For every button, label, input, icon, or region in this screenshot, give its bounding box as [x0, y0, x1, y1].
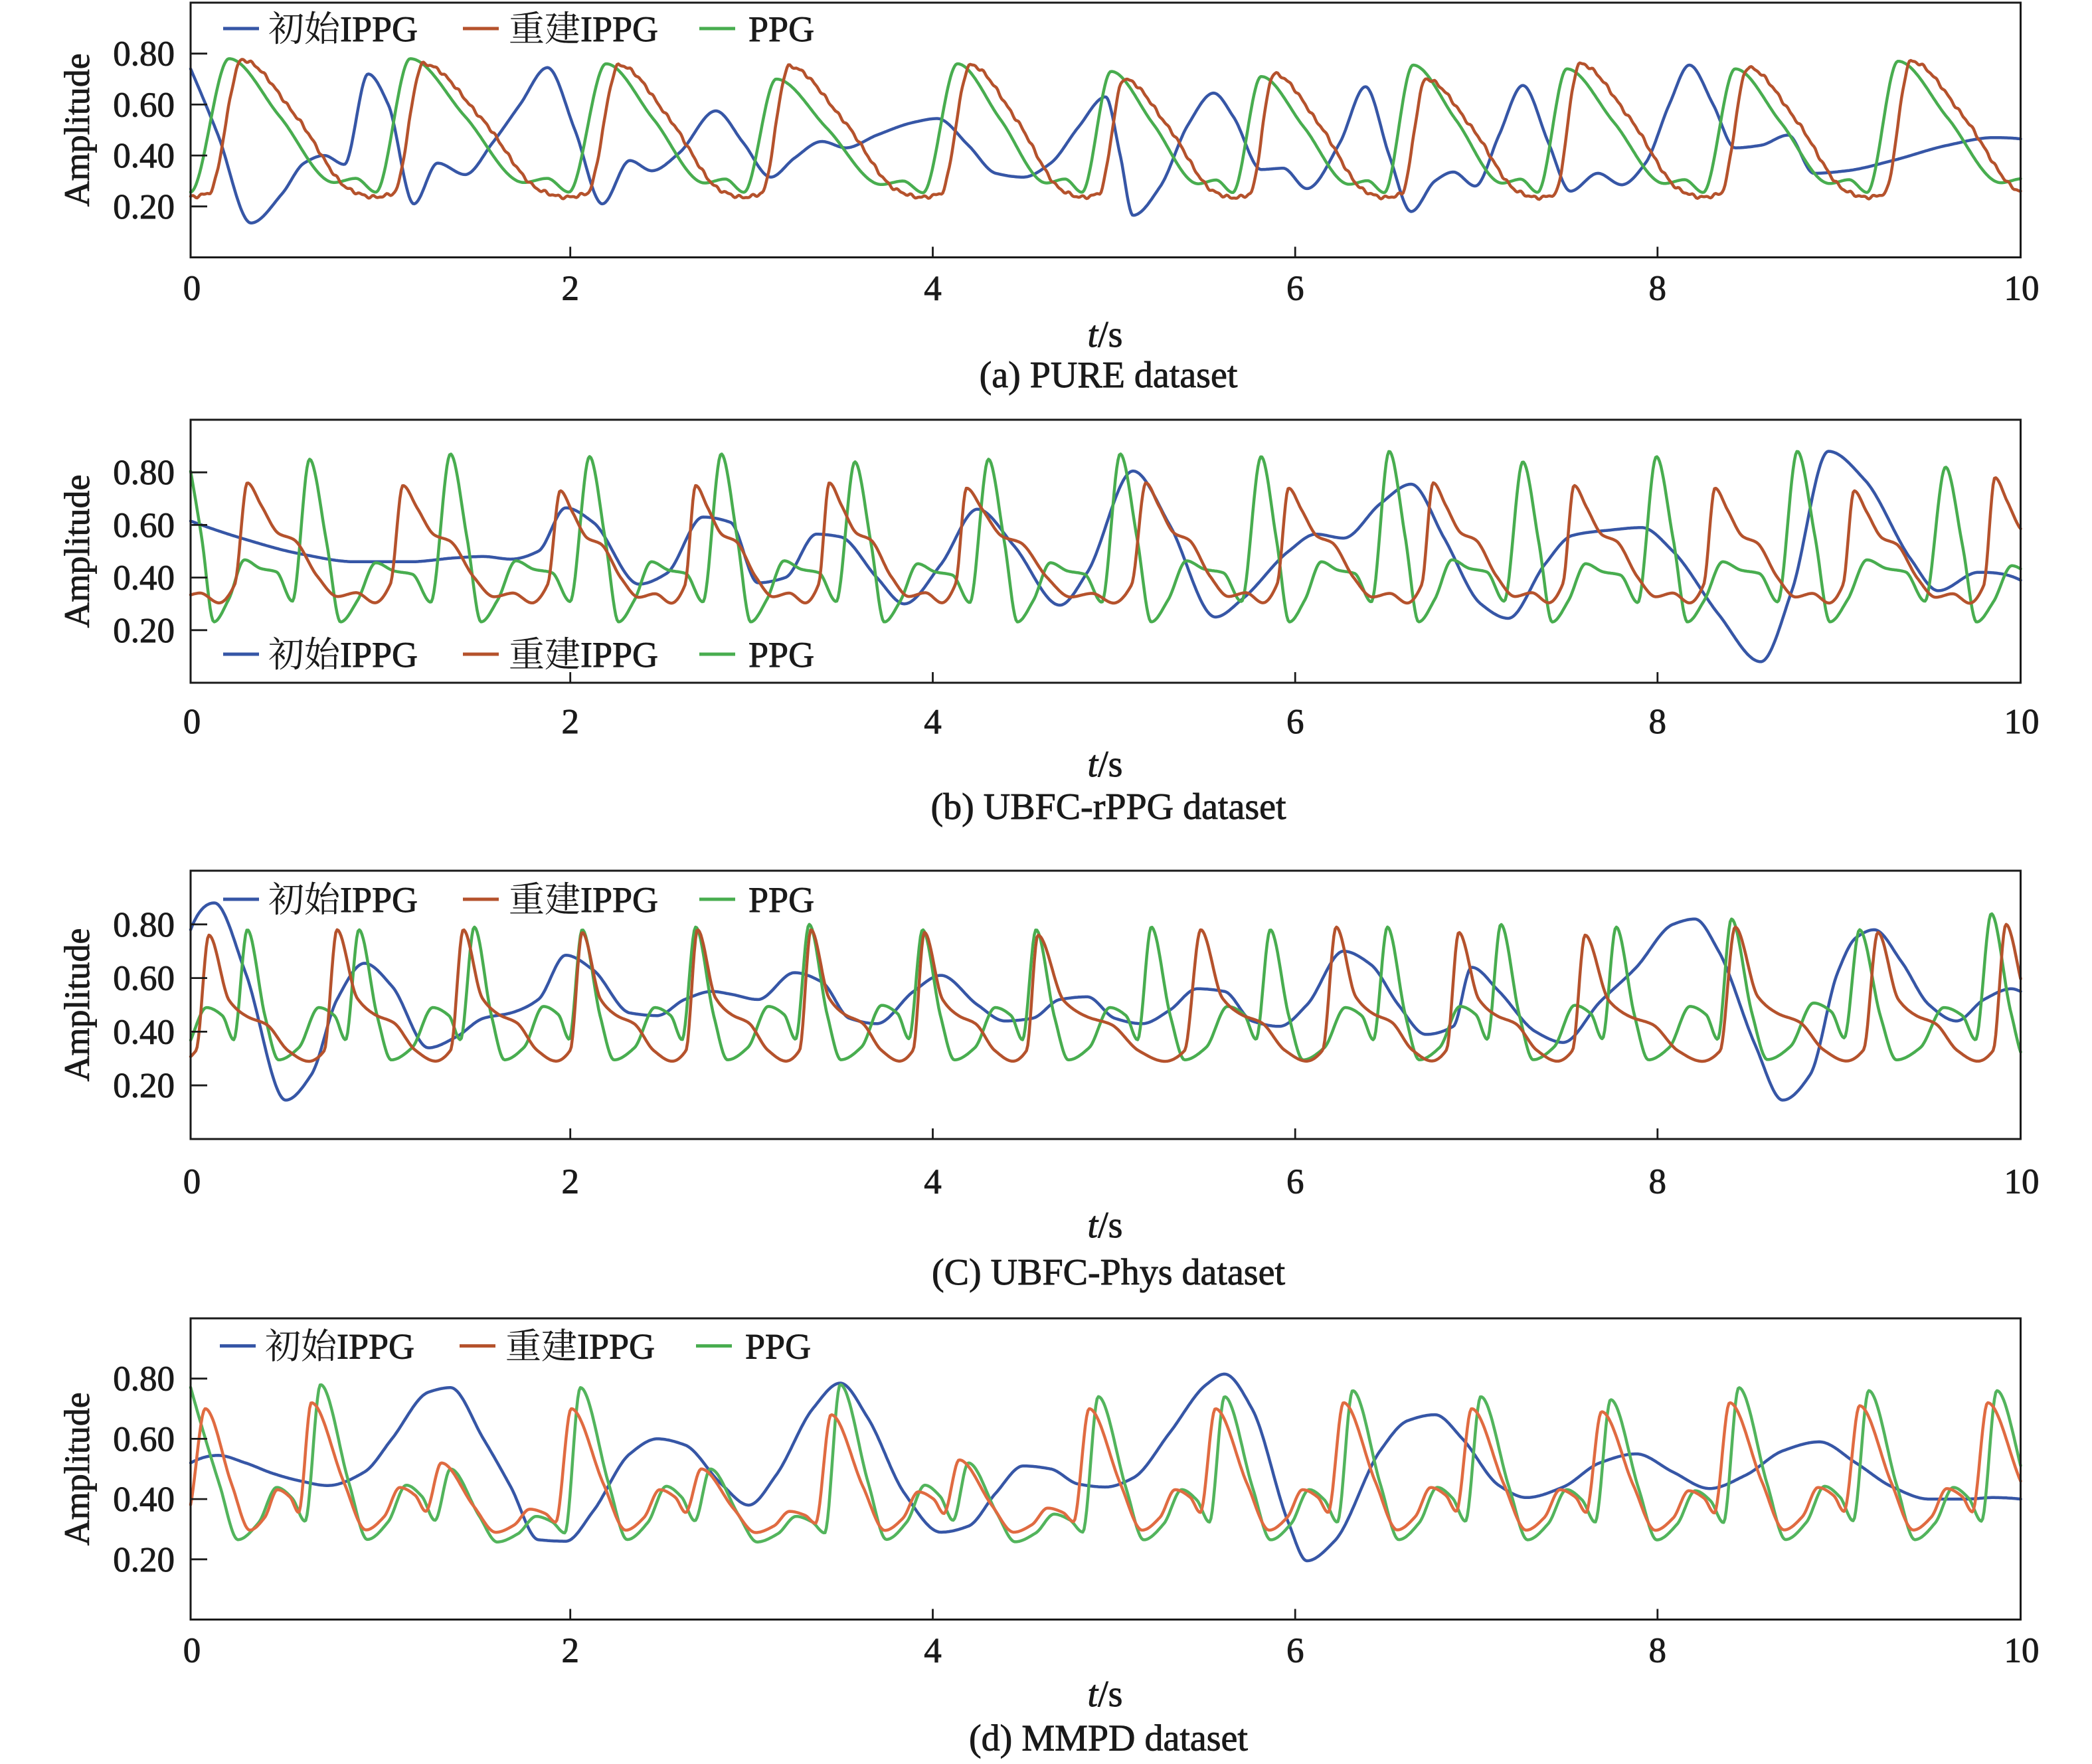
svg-text:0: 0 — [183, 1632, 201, 1670]
svg-text:IPPG: IPPG — [580, 9, 658, 49]
svg-text:0: 0 — [183, 1163, 201, 1201]
svg-text:(b) UBFC-rPPG dataset: (b) UBFC-rPPG dataset — [930, 786, 1286, 828]
svg-text:Amplitude: Amplitude — [57, 53, 97, 207]
svg-text:0.60: 0.60 — [113, 1420, 175, 1458]
svg-text:0: 0 — [183, 703, 201, 741]
svg-text:0.80: 0.80 — [113, 1360, 175, 1399]
svg-text:10: 10 — [2004, 703, 2040, 741]
svg-text:Amplitude: Amplitude — [57, 475, 97, 628]
svg-text:6: 6 — [1286, 703, 1304, 741]
svg-text:Amplitude: Amplitude — [57, 928, 97, 1082]
svg-text:IPPG: IPPG — [340, 9, 418, 49]
svg-text:0.80: 0.80 — [113, 35, 175, 74]
svg-text:PPG: PPG — [748, 635, 814, 675]
svg-text:PPG: PPG — [748, 9, 814, 49]
svg-text:IPPG: IPPG — [340, 635, 418, 675]
svg-text:6: 6 — [1286, 1163, 1304, 1201]
svg-text:t/s: t/s — [1088, 1205, 1123, 1246]
svg-text:4: 4 — [924, 270, 942, 308]
svg-text:Amplitude: Amplitude — [57, 1392, 97, 1545]
svg-text:0: 0 — [183, 270, 201, 308]
svg-text:IPPG: IPPG — [580, 880, 658, 920]
svg-text:t/s: t/s — [1088, 1674, 1123, 1715]
svg-text:10: 10 — [2004, 1163, 2040, 1201]
svg-text:0.40: 0.40 — [113, 559, 175, 598]
svg-text:PPG: PPG — [748, 880, 814, 920]
svg-text:0.60: 0.60 — [113, 86, 175, 124]
svg-text:(d) MMPD dataset: (d) MMPD dataset — [969, 1718, 1248, 1759]
svg-text:0.40: 0.40 — [113, 1013, 175, 1051]
svg-text:(a) PURE dataset: (a) PURE dataset — [980, 355, 1238, 396]
svg-text:0.60: 0.60 — [113, 960, 175, 998]
svg-text:0.20: 0.20 — [113, 188, 175, 226]
svg-text:2: 2 — [561, 1163, 579, 1201]
svg-text:2: 2 — [561, 703, 579, 741]
svg-text:2: 2 — [561, 270, 579, 308]
svg-text:IPPG: IPPG — [577, 1327, 655, 1367]
svg-text:8: 8 — [1649, 1163, 1667, 1201]
svg-text:IPPG: IPPG — [337, 1327, 414, 1367]
svg-text:8: 8 — [1649, 703, 1667, 741]
svg-text:4: 4 — [924, 1163, 942, 1201]
svg-text:6: 6 — [1286, 1632, 1304, 1670]
svg-text:0.40: 0.40 — [113, 1480, 175, 1519]
svg-text:(C) UBFC-Phys dataset: (C) UBFC-Phys dataset — [932, 1252, 1285, 1293]
svg-text:PPG: PPG — [745, 1327, 811, 1367]
svg-text:t/s: t/s — [1088, 744, 1123, 785]
svg-text:8: 8 — [1649, 1632, 1667, 1670]
svg-text:t/s: t/s — [1088, 314, 1123, 355]
svg-text:0.40: 0.40 — [113, 137, 175, 175]
svg-text:0.20: 0.20 — [113, 1541, 175, 1579]
svg-text:0.80: 0.80 — [113, 906, 175, 944]
svg-text:4: 4 — [924, 1632, 942, 1670]
svg-text:8: 8 — [1649, 270, 1667, 308]
svg-text:IPPG: IPPG — [340, 880, 418, 920]
svg-text:IPPG: IPPG — [580, 635, 658, 675]
svg-text:0.60: 0.60 — [113, 506, 175, 545]
svg-text:4: 4 — [924, 703, 942, 741]
svg-text:6: 6 — [1286, 270, 1304, 308]
svg-text:10: 10 — [2004, 1632, 2040, 1670]
svg-text:0.80: 0.80 — [113, 454, 175, 492]
svg-text:2: 2 — [561, 1632, 579, 1670]
svg-text:0.20: 0.20 — [113, 1067, 175, 1105]
svg-text:0.20: 0.20 — [113, 612, 175, 650]
svg-text:10: 10 — [2004, 270, 2040, 308]
